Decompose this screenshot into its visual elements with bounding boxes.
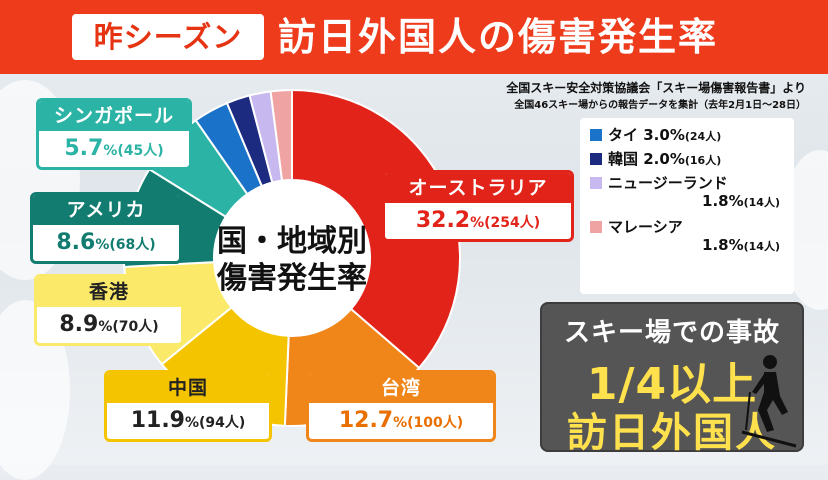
callout-taiwan: 台湾 12.7%(100人)	[306, 370, 496, 442]
callout-unit: %	[470, 215, 485, 231]
header-bar: 昨シーズン 訪日外国人の傷害発生率	[0, 0, 828, 74]
accident-ratio: 1/4以上	[586, 359, 758, 410]
legend-percent: 1.8%	[702, 236, 744, 254]
callout-count: (70人)	[112, 319, 159, 335]
callout-australia: オーストラリア 32.2%(254人)	[382, 170, 574, 242]
callout-value: 11.9%(94人)	[107, 403, 269, 439]
callout-hongkong: 香港 8.9%(70人)	[34, 274, 184, 346]
callout-unit: %	[95, 237, 110, 253]
legend-count: (14人)	[743, 240, 780, 253]
source-note: 全国スキー安全対策協議会「スキー場傷害報告書」より	[506, 81, 806, 95]
legend-name: マレーシア	[608, 218, 683, 236]
legend-swatch	[590, 153, 602, 165]
callout-value: 8.9%(70人)	[37, 307, 181, 343]
callout-name: オーストラリア	[385, 173, 571, 203]
callout-percent: 8.6	[56, 230, 96, 255]
callout-name: 香港	[37, 277, 181, 307]
legend-item-newzealand: ニュージーランド	[590, 172, 784, 192]
legend-item-malaysia: マレーシア	[590, 216, 784, 236]
accident-subject: 訪日外国人	[567, 410, 777, 456]
callout-unit: %	[393, 415, 408, 431]
callout-count: (94人)	[199, 415, 246, 431]
legend-percent: 2.0%	[643, 150, 685, 168]
legend-count: (16人)	[684, 154, 722, 167]
accident-heading: スキー場での事故	[563, 318, 780, 348]
callout-percent: 11.9	[130, 408, 185, 433]
legend: タイ 3.0%(24人) 韓国 2.0%(16人) ニュージーランド 1.8%(…	[580, 118, 794, 294]
legend-name: 韓国	[608, 150, 639, 168]
legend-count: (14人)	[743, 196, 780, 209]
callout-usa: アメリカ 8.6%(68人)	[30, 192, 182, 264]
season-badge: 昨シーズン	[72, 14, 264, 60]
source-detail: 全国46スキー場からの報告データを集計（去年2月1日〜28日）	[514, 100, 806, 111]
callout-value: 5.7%(45人)	[39, 131, 189, 167]
callout-value: 32.2%(254人)	[385, 203, 571, 239]
legend-value-malaysia: 1.8%(14人)	[590, 236, 784, 256]
legend-value-newzealand: 1.8%(14人)	[590, 192, 784, 212]
legend-swatch	[590, 221, 602, 233]
callout-value: 8.6%(68人)	[33, 225, 179, 261]
legend-swatch	[590, 129, 602, 141]
legend-item-thailand: タイ 3.0%(24人)	[590, 124, 784, 144]
legend-swatch	[590, 177, 602, 189]
callout-value: 12.7%(100人)	[309, 403, 493, 439]
callout-percent: 5.7	[64, 136, 104, 161]
legend-percent: 1.8%	[702, 192, 744, 210]
callout-name: シンガポール	[39, 101, 189, 131]
callout-percent: 8.9	[59, 312, 99, 337]
legend-name: ニュージーランド	[608, 174, 728, 192]
callout-count: (68人)	[109, 237, 156, 253]
callout-name: 台湾	[309, 373, 493, 403]
callout-china: 中国 11.9%(94人)	[104, 370, 272, 442]
callout-count: (45人)	[117, 143, 164, 159]
callout-percent: 32.2	[415, 208, 471, 233]
callout-unit: %	[184, 415, 200, 431]
legend-item-korea: 韓国 2.0%(16人)	[590, 148, 784, 168]
callout-name: アメリカ	[33, 195, 179, 225]
legend-percent: 3.0%	[643, 126, 685, 144]
accident-panel: スキー場での事故 1/4以上 訪日外国人	[540, 302, 804, 456]
callout-unit: %	[98, 319, 113, 335]
callout-unit: %	[103, 143, 118, 159]
pie-center-hole	[214, 180, 370, 336]
legend-name: タイ	[608, 126, 639, 144]
skier-icon	[741, 355, 797, 448]
pie-center-title-line2: 傷害発生率	[216, 261, 367, 296]
callout-count: (100人)	[407, 415, 464, 431]
pie-center-title-line1: 国・地域別	[217, 224, 367, 259]
callout-percent: 12.7	[338, 408, 394, 433]
legend-count: (24人)	[684, 130, 722, 143]
callout-name: 中国	[107, 373, 269, 403]
callout-count: (254人)	[484, 215, 541, 231]
callout-singapore: シンガポール 5.7%(45人)	[36, 98, 192, 170]
page-title: 訪日外国人の傷害発生率	[278, 15, 719, 59]
